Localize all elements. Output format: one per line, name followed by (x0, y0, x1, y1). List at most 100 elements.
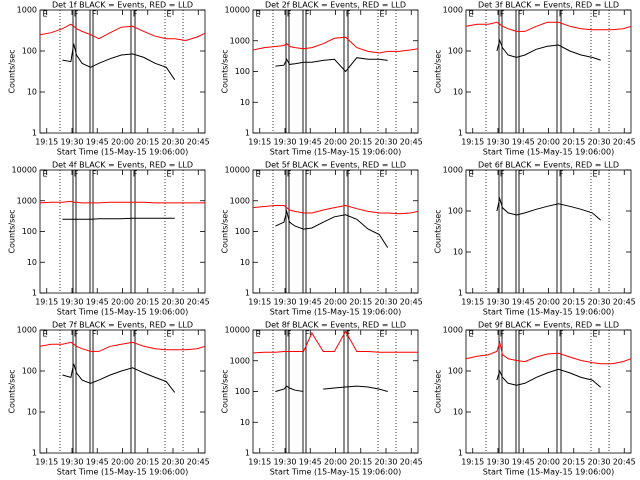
y-tick-label: 1 (32, 449, 37, 458)
marker-label: F (92, 10, 97, 19)
x-tick-label: 19:15 (248, 298, 271, 307)
y-tick-label: 100 (235, 387, 250, 396)
x-tick-label: 20:15 (136, 138, 159, 147)
marker-label: F (133, 330, 138, 339)
marker-label: E (468, 10, 473, 19)
x-tick-label: 20:00 (537, 298, 560, 307)
y-tick-label: 10 (240, 418, 250, 427)
x-tick-label: 20:45 (613, 458, 636, 467)
series-line (39, 23, 206, 42)
y-tick-label: 1000 (230, 356, 250, 365)
x-tick-label: 19:45 (86, 298, 109, 307)
x-tick-label: 20:15 (562, 138, 585, 147)
y-tick-label: 1 (245, 129, 250, 138)
x-tick-label: 20:45 (187, 138, 210, 147)
marker-label: E (379, 330, 384, 339)
x-tick-label: 19:30 (60, 298, 83, 307)
marker-label: F (74, 10, 79, 19)
chart-title: Det 9f BLACK = Events, RED = LLD (478, 321, 619, 330)
x-tick-label: 19:45 (512, 298, 535, 307)
x-tick-label: 19:15 (35, 138, 58, 147)
x-tick-label: 19:30 (486, 138, 509, 147)
y-tick-label: 1000 (230, 36, 250, 45)
marker-label: E (42, 170, 47, 179)
x-axis-label: Start Time (15-May-15 19:06:00) (57, 468, 188, 477)
marker-label: F (500, 10, 505, 19)
x-tick-label: 20:45 (613, 298, 636, 307)
series-line (275, 385, 388, 392)
y-tick-label: 10000 (225, 6, 250, 15)
y-tick-label: 100 (22, 367, 37, 376)
panel: Det 6f BLACK = Events, RED = LLD Start Ti… (434, 161, 636, 317)
chart-title: Det 3f BLACK = Events, RED = LLD (478, 1, 619, 10)
x-axis-label: Start Time (15-May-15 19:06:00) (270, 148, 401, 157)
x-axis-label: Start Time (15-May-15 19:06:00) (483, 308, 614, 317)
y-tick-label: 1000 (443, 6, 463, 15)
x-axis-label: Start Time (15-May-15 19:06:00) (270, 468, 401, 477)
marker-label: E (42, 10, 47, 19)
y-axis-label: Counts/sec (434, 369, 443, 413)
chart-title: Det 7f BLACK = Events, RED = LLD (52, 321, 193, 330)
plot-frame (39, 169, 206, 294)
y-tick-label: 1 (458, 289, 463, 298)
marker-label: E (379, 10, 384, 19)
series-line (275, 57, 388, 73)
x-tick-label: 19:30 (60, 458, 83, 467)
y-tick-label: 10 (453, 408, 463, 417)
y-tick-label: 10000 (12, 166, 37, 175)
marker-label: F (92, 330, 97, 339)
plot-frame (252, 169, 419, 294)
marker-label: F (518, 330, 523, 339)
x-tick-label: 19:15 (248, 138, 271, 147)
x-tick-label: 20:00 (324, 458, 347, 467)
x-tick-label: 19:30 (60, 138, 83, 147)
y-tick-label: 1 (32, 289, 37, 298)
marker-label: F (346, 10, 351, 19)
y-axis-label: Counts/sec (221, 209, 230, 253)
marker-label: F (518, 10, 523, 19)
marker-label: F (287, 330, 292, 339)
chart-title: Det 5f BLACK = Events, RED = LLD (265, 161, 406, 170)
x-tick-label: 20:00 (111, 138, 134, 147)
plot-frame (252, 9, 419, 134)
y-tick-label: 10 (453, 248, 463, 257)
x-tick-label: 19:45 (512, 458, 535, 467)
series-line (62, 217, 175, 220)
marker-label: F (559, 170, 564, 179)
y-tick-label: 1000 (443, 326, 463, 335)
series-line (496, 196, 602, 221)
x-tick-label: 20:30 (587, 458, 610, 467)
marker-label: F (518, 170, 523, 179)
y-tick-label: 10 (27, 258, 37, 267)
y-axis-label: Counts/sec (434, 49, 443, 93)
x-tick-label: 20:00 (324, 138, 347, 147)
marker-label: F (559, 10, 564, 19)
marker-label: F (92, 170, 97, 179)
plot-frame (252, 329, 419, 454)
panel: Det 2f BLACK = Events, RED = LLD Start Ti… (221, 1, 423, 157)
y-tick-label: 100 (22, 227, 37, 236)
marker-label: E (379, 170, 384, 179)
series-line (62, 363, 176, 393)
series-line (496, 38, 601, 61)
x-tick-label: 19:30 (273, 458, 296, 467)
x-tick-label: 20:15 (136, 458, 159, 467)
marker-label: E (468, 330, 473, 339)
y-tick-label: 1000 (17, 196, 37, 205)
marker-label: F (305, 10, 310, 19)
series-line (252, 204, 419, 215)
x-tick-label: 19:30 (486, 298, 509, 307)
y-axis-label: Counts/sec (8, 209, 17, 253)
plot-frame (465, 9, 632, 134)
marker-label: E (166, 10, 171, 19)
marker-label: E (166, 170, 171, 179)
series-line (275, 209, 389, 248)
x-tick-label: 20:15 (562, 298, 585, 307)
y-axis-label: Counts/sec (434, 209, 443, 253)
x-tick-label: 20:45 (187, 298, 210, 307)
chart-title: Det 4f BLACK = Events, RED = LLD (52, 161, 193, 170)
x-tick-label: 20:45 (400, 298, 423, 307)
x-tick-label: 19:15 (461, 298, 484, 307)
panel: Det 4f BLACK = Events, RED = LLD Start Ti… (8, 161, 210, 317)
x-tick-label: 20:45 (613, 138, 636, 147)
